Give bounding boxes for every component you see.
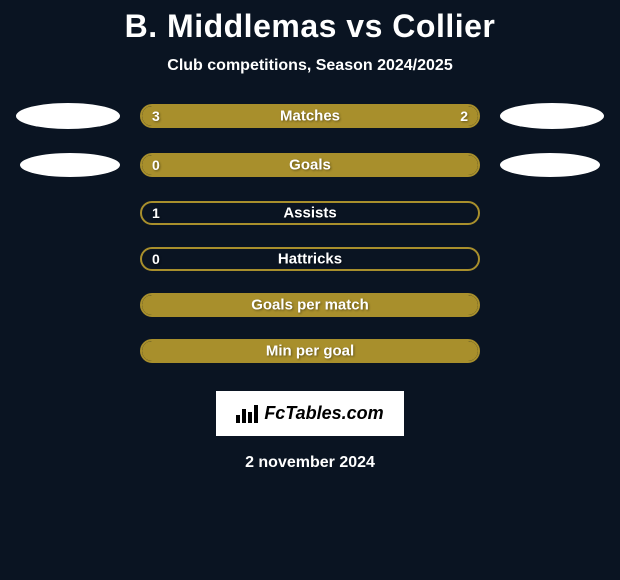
stat-value-left: 3 — [152, 108, 160, 124]
subtitle: Club competitions, Season 2024/2025 — [0, 57, 620, 75]
bar-chart-icon — [236, 405, 258, 423]
stat-label: Goals — [289, 157, 331, 174]
stat-bar: 1 Assists — [140, 201, 480, 225]
stat-bar: 0 Goals — [140, 153, 480, 177]
comparison-card: B. Middlemas vs Collier Club competition… — [0, 0, 620, 472]
player-right-marker — [500, 103, 604, 129]
stat-row: 3 2 Matches — [0, 103, 620, 129]
stat-bar: 3 2 Matches — [140, 104, 480, 128]
stat-value-left: 0 — [152, 157, 160, 173]
player-left-marker — [20, 153, 120, 177]
stat-label: Assists — [283, 205, 336, 222]
stat-value-left: 1 — [152, 205, 160, 221]
stat-label: Hattricks — [278, 251, 342, 268]
stat-row: 1 Assists — [0, 201, 620, 225]
stat-bar-right-fill — [344, 106, 478, 126]
stat-label: Min per goal — [266, 343, 354, 360]
date-text: 2 november 2024 — [0, 454, 620, 472]
brand-text: FcTables.com — [264, 403, 383, 424]
player-left-marker — [16, 103, 120, 129]
page-title: B. Middlemas vs Collier — [0, 8, 620, 45]
stat-row: 0 Goals — [0, 153, 620, 177]
stat-bar: 0 Hattricks — [140, 247, 480, 271]
stat-row: Min per goal — [0, 339, 620, 363]
stat-label: Goals per match — [251, 297, 369, 314]
player-right-marker — [500, 153, 600, 177]
stat-value-left: 0 — [152, 251, 160, 267]
stat-bar: Min per goal — [140, 339, 480, 363]
stat-row: Goals per match — [0, 293, 620, 317]
stat-value-right: 2 — [460, 108, 468, 124]
stats-list: 3 2 Matches 0 Goals 1 Assists 0 Hattricks Goals p… — [0, 103, 620, 363]
brand-badge[interactable]: FcTables.com — [216, 391, 403, 436]
stat-row: 0 Hattricks — [0, 247, 620, 271]
stat-label: Matches — [280, 108, 340, 125]
stat-bar: Goals per match — [140, 293, 480, 317]
